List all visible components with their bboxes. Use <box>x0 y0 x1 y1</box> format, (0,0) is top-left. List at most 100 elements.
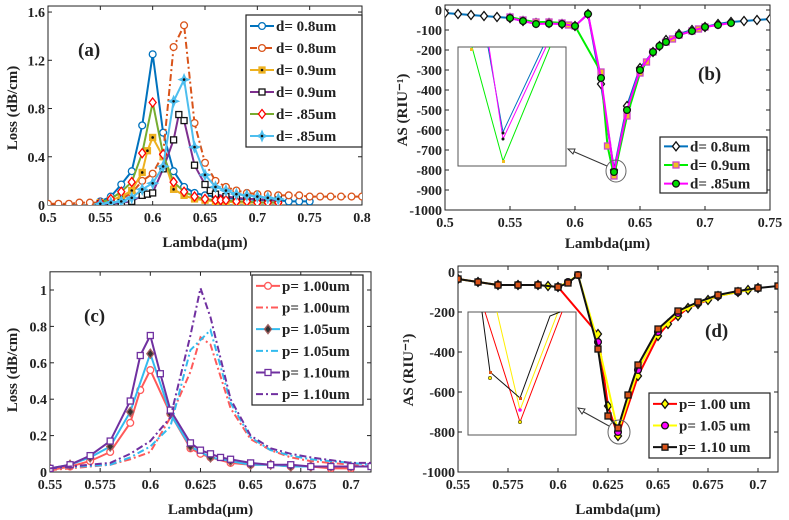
y-tick-label: -400 <box>416 84 442 99</box>
legend-item: p= 1.05um <box>256 344 350 360</box>
square-marker <box>196 446 205 454</box>
circle-marker <box>75 198 84 206</box>
y-tick-label: -1000 <box>409 204 442 219</box>
square-marker <box>226 455 235 463</box>
legend-label: d= .85um <box>690 177 751 193</box>
circle-marker <box>263 281 273 290</box>
circle-marker <box>557 19 567 29</box>
square-marker <box>287 461 295 469</box>
marker-dot <box>256 195 259 198</box>
legend-item: d= .85um <box>250 129 337 145</box>
circle-marker <box>64 199 73 206</box>
circle-marker <box>570 21 580 31</box>
inset-marker <box>519 397 522 400</box>
marker-dot <box>224 189 228 192</box>
y-axis-label: Loss (dB/cm) <box>5 328 21 413</box>
circle-marker <box>85 198 94 206</box>
circle-marker <box>148 169 157 178</box>
circle-marker <box>609 167 619 177</box>
marker-dot <box>193 145 196 149</box>
panel-label: (a) <box>78 40 100 61</box>
x-tick-label: 0.6 <box>566 216 584 231</box>
inset-marker <box>487 375 493 381</box>
square-marker <box>136 351 144 360</box>
square-marker <box>564 279 572 287</box>
circle-marker <box>148 50 157 59</box>
marker-dot <box>266 196 270 200</box>
x-tick-label: 0.675 <box>285 478 317 493</box>
y-tick-label: 0.6 <box>30 357 48 372</box>
y-tick-label: 0.4 <box>28 151 46 166</box>
square-marker <box>574 271 582 279</box>
x-tick-label: 0.625 <box>592 478 624 493</box>
marker-dot <box>182 78 186 81</box>
marker-dot <box>109 201 113 204</box>
circle-marker <box>326 192 335 201</box>
x-tick-label: 0.575 <box>84 478 116 493</box>
square-marker <box>534 281 542 289</box>
circle-marker <box>305 192 314 201</box>
x-tick-label: 0.75 <box>758 216 783 231</box>
diamond-marker <box>739 15 749 27</box>
square-marker <box>604 412 612 420</box>
marker-dot <box>203 173 207 177</box>
circle-marker <box>648 47 658 57</box>
inset-box <box>467 311 577 436</box>
marker-dot <box>260 68 264 72</box>
marker-dot <box>260 134 264 138</box>
inset-marker <box>502 160 505 163</box>
legend-item: p= 1.10um <box>256 387 350 403</box>
x-tick-label: 0.6 <box>142 478 160 493</box>
x-tick-label: 0.55 <box>38 478 63 493</box>
y-tick-label: -800 <box>416 164 442 179</box>
inset-marker <box>501 131 505 135</box>
circle-marker <box>660 421 670 430</box>
diamond-marker <box>232 195 241 206</box>
inset-box <box>457 46 567 167</box>
square-marker <box>654 325 662 333</box>
diamond-marker <box>660 398 670 410</box>
x-tick-label: 0.65 <box>193 211 218 226</box>
x-tick-label: 0.65 <box>628 216 653 231</box>
square-marker <box>594 345 602 353</box>
zoom-arrow <box>579 409 610 427</box>
circle-marker <box>347 192 356 201</box>
square-marker <box>267 461 275 469</box>
inset-marker <box>517 419 523 425</box>
diamond-marker <box>221 194 231 206</box>
y-tick-label: -800 <box>429 426 455 441</box>
diamond-marker <box>466 9 476 21</box>
square-marker <box>458 275 462 283</box>
marker-dot <box>140 188 144 191</box>
square-marker <box>66 461 74 469</box>
circle-marker <box>257 21 267 31</box>
diamond-marker <box>492 11 502 23</box>
x-tick-label: 0.7 <box>749 478 767 493</box>
panel-label: (b) <box>698 64 721 85</box>
square-marker <box>694 298 702 306</box>
circle-marker <box>544 19 554 28</box>
diamond-marker <box>125 406 135 418</box>
circle-marker <box>531 19 541 29</box>
diamond-marker <box>145 348 155 360</box>
diamond-marker <box>479 10 489 22</box>
circle-marker <box>257 43 267 53</box>
square-marker <box>149 189 157 197</box>
y-tick-label: -600 <box>429 386 455 401</box>
circle-marker <box>505 13 515 23</box>
x-tick-label: 0.625 <box>185 478 217 493</box>
circle-marker <box>635 65 645 75</box>
x-axis-label: Lambda(μm) <box>168 502 253 518</box>
diamond-marker <box>257 108 267 120</box>
legend-label: d= .85um <box>276 129 337 145</box>
circle-marker <box>671 179 681 188</box>
marker-dot <box>151 136 154 139</box>
circle-marker <box>357 192 362 201</box>
circle-marker <box>284 191 293 200</box>
square-marker <box>190 161 199 169</box>
circle-marker <box>295 191 304 200</box>
legend-item: d= 0.8um <box>250 19 337 35</box>
diamond-marker <box>671 140 681 152</box>
zoom-circle <box>607 419 631 445</box>
